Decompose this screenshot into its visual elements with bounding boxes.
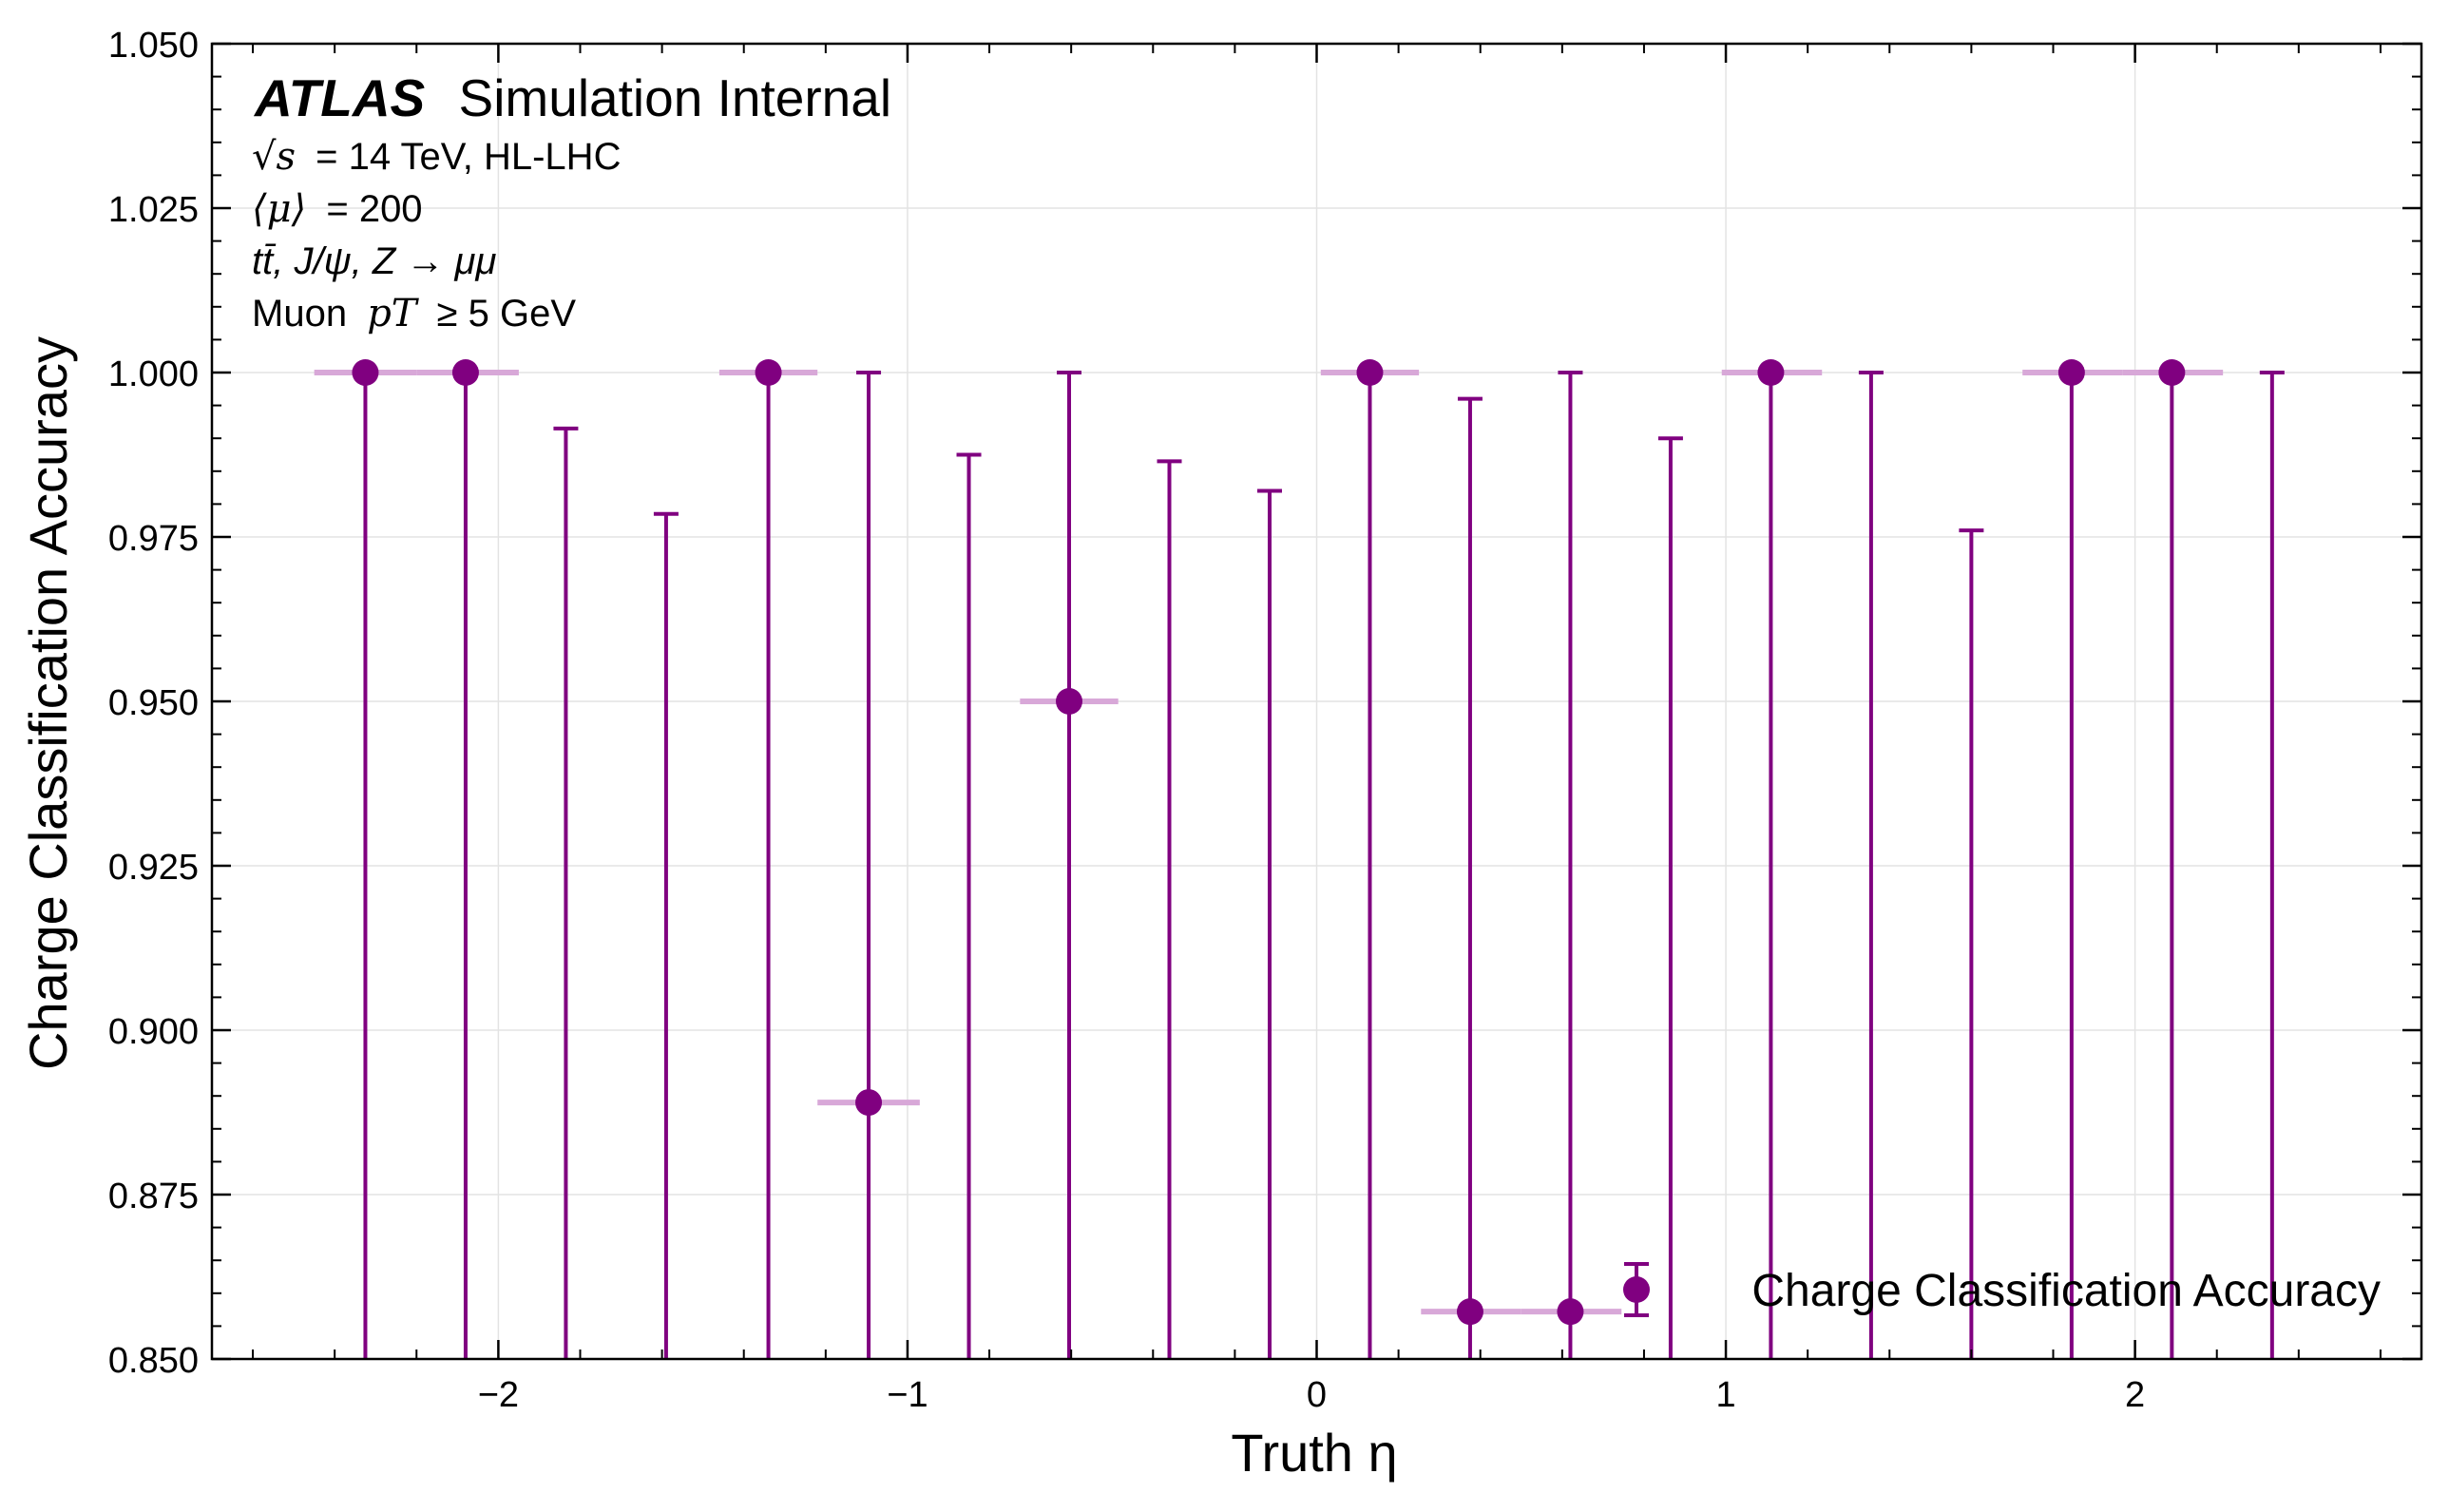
x-axis-label: Truth η bbox=[1231, 1423, 1397, 1483]
y-tick-label: 0.850 bbox=[108, 1341, 199, 1381]
legend: Charge Classification Accuracy bbox=[1623, 1262, 2381, 1317]
energy-label: = 14 TeV, HL-LHC bbox=[316, 136, 621, 178]
data-point bbox=[1557, 1298, 1584, 1326]
pileup-symbol: ⟨μ⟩ bbox=[252, 187, 306, 231]
y-axis-label: Charge Classification Accuracy bbox=[18, 336, 78, 1070]
axis-ticks: 0.850 0.875 0.900 0.925 0.950 0.975 1.000 1.025… bbox=[108, 26, 2421, 1415]
data-point bbox=[1056, 688, 1083, 715]
pileup-label: = 200 bbox=[326, 188, 422, 230]
data-point bbox=[352, 359, 379, 386]
y-tick-label: 1.000 bbox=[108, 354, 199, 394]
cut-label: ≥ 5 GeV bbox=[437, 293, 577, 335]
svg-text:√s = 14 TeV, HL-LHC: √s = 14 TeV, HL-LHC bbox=[252, 135, 621, 179]
svg-text:Muon pT ≥ 5 GeV: Muon pT ≥ 5 GeV bbox=[252, 292, 576, 335]
data-point bbox=[2158, 359, 2186, 386]
data-point bbox=[1356, 359, 1384, 386]
cut-variable: pT bbox=[367, 292, 420, 335]
atlas-label: ATLAS bbox=[253, 68, 426, 127]
x-tick-label: 0 bbox=[1307, 1375, 1327, 1415]
samples-label: tt̄, J/ψ, Z → μμ bbox=[252, 240, 496, 282]
energy-symbol: √s bbox=[252, 135, 296, 179]
y-tick-label: 0.900 bbox=[108, 1012, 199, 1052]
cut-prefix: Muon bbox=[252, 293, 347, 335]
grid bbox=[212, 43, 2421, 1360]
x-tick-label: 2 bbox=[2125, 1375, 2145, 1415]
x-tick-label: 1 bbox=[1715, 1375, 1735, 1415]
svg-text:⟨μ⟩ = 200: ⟨μ⟩ = 200 bbox=[252, 187, 423, 231]
data-point bbox=[2057, 359, 2085, 386]
legend-marker bbox=[1623, 1276, 1650, 1303]
y-tick-label: 0.925 bbox=[108, 848, 199, 888]
y-tick-label: 1.025 bbox=[108, 190, 199, 230]
status-label: Simulation Internal bbox=[459, 68, 892, 127]
data-markers bbox=[352, 359, 2186, 1326]
x-tick-label: −1 bbox=[887, 1375, 928, 1415]
data-point bbox=[1757, 359, 1785, 386]
y-tick-label: 0.975 bbox=[108, 519, 199, 559]
data-point bbox=[855, 1089, 883, 1117]
y-tick-label: 1.050 bbox=[108, 26, 199, 66]
data-point bbox=[451, 359, 479, 386]
legend-label: Charge Classification Accuracy bbox=[1751, 1266, 2381, 1316]
y-error-bars bbox=[353, 371, 2285, 1359]
y-tick-label: 0.950 bbox=[108, 683, 199, 723]
atlas-label-block: ATLAS Simulation Internal √s = 14 TeV, H… bbox=[252, 68, 891, 335]
data-point bbox=[755, 359, 782, 386]
data-point bbox=[1456, 1298, 1483, 1326]
x-tick-label: −2 bbox=[478, 1375, 519, 1415]
svg-text:ATLAS Simulation Interna: ATLAS Simulation Internal bbox=[253, 68, 891, 127]
y-tick-label: 0.875 bbox=[108, 1177, 199, 1216]
